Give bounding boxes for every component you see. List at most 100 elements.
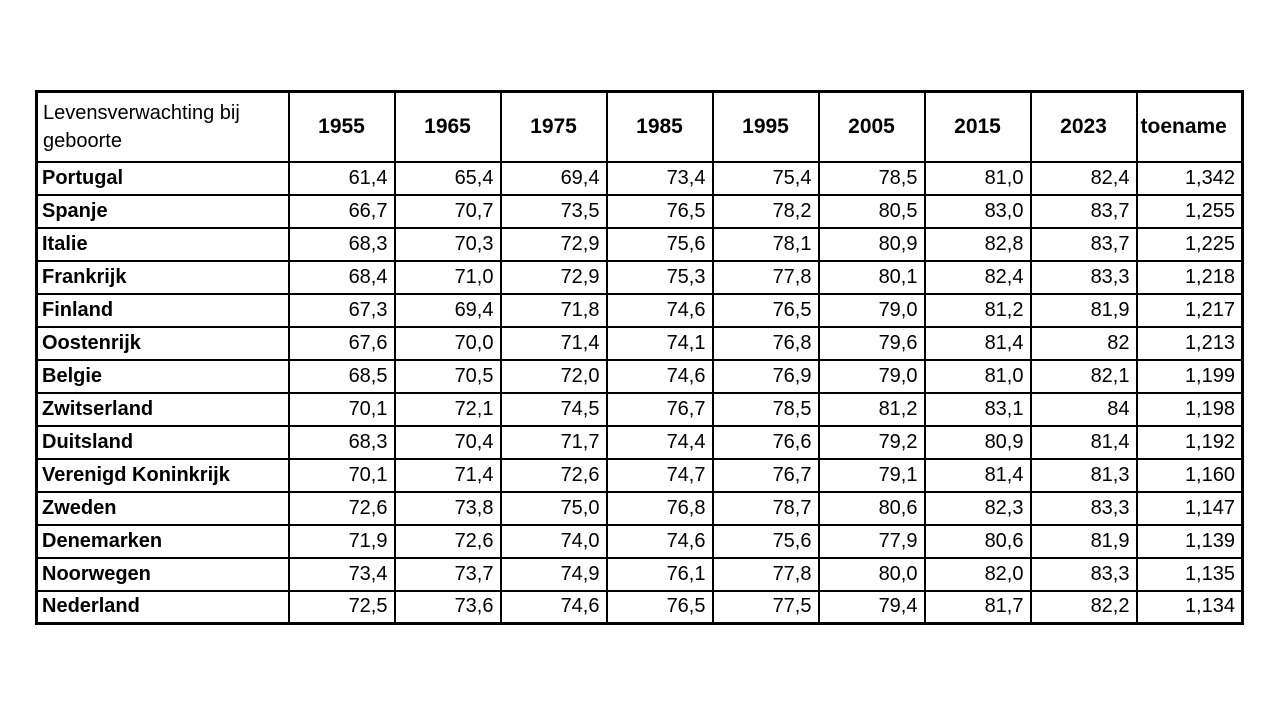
value-cell: 70,1 [287, 457, 396, 493]
value-cell: 76,5 [711, 292, 820, 328]
value-cell: 74,0 [499, 523, 608, 559]
value-cell: 80,6 [817, 490, 926, 526]
table-row: Frankrijk 68,4 71,0 72,9 75,3 77,8 80,1 82,4 83,… [35, 259, 1244, 295]
value-cell: 72,5 [287, 589, 396, 625]
value-cell: 70,3 [393, 226, 502, 262]
table-row: Zwitserland 70,1 72,1 74,5 76,7 78,5 81,2 83,1 8… [35, 391, 1244, 427]
value-cell: 76,7 [605, 391, 714, 427]
value-cell: 77,5 [711, 589, 820, 625]
value-cell: 70,5 [393, 358, 502, 394]
year-header-1975: 1975 [499, 90, 608, 163]
value-cell: 71,9 [287, 523, 396, 559]
table-row: Zweden 72,6 73,8 75,0 76,8 78,7 80,6 82,3 83,3 1,… [35, 490, 1244, 526]
value-cell: 82,0 [923, 556, 1032, 592]
value-cell: 78,1 [711, 226, 820, 262]
toename-cell: 1,199 [1135, 358, 1244, 394]
value-cell: 69,4 [499, 160, 608, 196]
country-cell: Oostenrijk [35, 325, 290, 361]
year-header-1965: 1965 [393, 90, 502, 163]
year-header-2015: 2015 [923, 90, 1032, 163]
table-row: Italie 68,3 70,3 72,9 75,6 78,1 80,9 82,8 83,7 1,… [35, 226, 1244, 262]
header-row: Levensverwachting bij geboorte 1955 1965 1… [35, 90, 1244, 163]
value-cell: 83,3 [1029, 490, 1138, 526]
toename-cell: 1,198 [1135, 391, 1244, 427]
toename-cell: 1,217 [1135, 292, 1244, 328]
value-cell: 74,4 [605, 424, 714, 460]
value-cell: 81,9 [1029, 292, 1138, 328]
table-row: Nederland 72,5 73,6 74,6 76,5 77,5 79,4 81,7 82,… [35, 589, 1244, 625]
value-cell: 78,2 [711, 193, 820, 229]
value-cell: 81,0 [923, 358, 1032, 394]
value-cell: 71,4 [393, 457, 502, 493]
value-cell: 81,4 [923, 325, 1032, 361]
toename-cell: 1,342 [1135, 160, 1244, 196]
table-row: Verenigd Koninkrijk 70,1 71,4 72,6 74,7 76,7 7… [35, 457, 1244, 493]
value-cell: 80,9 [923, 424, 1032, 460]
country-cell: Zweden [35, 490, 290, 526]
value-cell: 83,3 [1029, 259, 1138, 295]
country-cell: Duitsland [35, 424, 290, 460]
value-cell: 71,4 [499, 325, 608, 361]
value-cell: 68,3 [287, 226, 396, 262]
value-cell: 70,1 [287, 391, 396, 427]
value-cell: 76,1 [605, 556, 714, 592]
value-cell: 75,6 [711, 523, 820, 559]
value-cell: 73,8 [393, 490, 502, 526]
value-cell: 82,4 [923, 259, 1032, 295]
value-cell: 81,7 [923, 589, 1032, 625]
table-row: Finland 67,3 69,4 71,8 74,6 76,5 79,0 81,2 81,9 1… [35, 292, 1244, 328]
country-cell: Noorwegen [35, 556, 290, 592]
value-cell: 72,6 [287, 490, 396, 526]
toename-cell: 1,225 [1135, 226, 1244, 262]
toename-cell: 1,139 [1135, 523, 1244, 559]
value-cell: 76,8 [711, 325, 820, 361]
life-expectancy-table: Levensverwachting bij geboorte 1955 1965 1… [35, 90, 1244, 625]
value-cell: 74,9 [499, 556, 608, 592]
value-cell: 74,6 [499, 589, 608, 625]
value-cell: 83,3 [1029, 556, 1138, 592]
value-cell: 74,7 [605, 457, 714, 493]
table-body: Portugal 61,4 65,4 69,4 73,4 75,4 78,5 81,0 82,4… [35, 160, 1244, 625]
value-cell: 66,7 [287, 193, 396, 229]
value-cell: 75,3 [605, 259, 714, 295]
value-cell: 81,4 [1029, 424, 1138, 460]
value-cell: 74,6 [605, 292, 714, 328]
value-cell: 79,1 [817, 457, 926, 493]
value-cell: 80,6 [923, 523, 1032, 559]
table-row: Oostenrijk 67,6 70,0 71,4 74,1 76,8 79,6 81,4 82… [35, 325, 1244, 361]
value-cell: 80,9 [817, 226, 926, 262]
year-header-2023: 2023 [1029, 90, 1138, 163]
value-cell: 80,5 [817, 193, 926, 229]
toename-cell: 1,134 [1135, 589, 1244, 625]
value-cell: 68,5 [287, 358, 396, 394]
value-cell: 82,8 [923, 226, 1032, 262]
value-cell: 83,1 [923, 391, 1032, 427]
value-cell: 74,5 [499, 391, 608, 427]
value-cell: 72,0 [499, 358, 608, 394]
value-cell: 67,3 [287, 292, 396, 328]
value-cell: 83,0 [923, 193, 1032, 229]
value-cell: 78,5 [711, 391, 820, 427]
value-cell: 81,4 [923, 457, 1032, 493]
year-header-1995: 1995 [711, 90, 820, 163]
value-cell: 74,6 [605, 358, 714, 394]
table-row: Belgie 68,5 70,5 72,0 74,6 76,9 79,0 81,0 82,1 1,… [35, 358, 1244, 394]
table-row: Duitsland 68,3 70,4 71,7 74,4 76,6 79,2 80,9 81,… [35, 424, 1244, 460]
value-cell: 65,4 [393, 160, 502, 196]
country-cell: Verenigd Koninkrijk [35, 457, 290, 493]
value-cell: 68,3 [287, 424, 396, 460]
year-header-1955: 1955 [287, 90, 396, 163]
value-cell: 76,8 [605, 490, 714, 526]
value-cell: 71,0 [393, 259, 502, 295]
value-cell: 84 [1029, 391, 1138, 427]
value-cell: 75,0 [499, 490, 608, 526]
value-cell: 75,4 [711, 160, 820, 196]
value-cell: 67,6 [287, 325, 396, 361]
value-cell: 78,5 [817, 160, 926, 196]
value-cell: 74,1 [605, 325, 714, 361]
value-cell: 72,6 [499, 457, 608, 493]
toename-cell: 1,255 [1135, 193, 1244, 229]
value-cell: 82,3 [923, 490, 1032, 526]
value-cell: 72,1 [393, 391, 502, 427]
